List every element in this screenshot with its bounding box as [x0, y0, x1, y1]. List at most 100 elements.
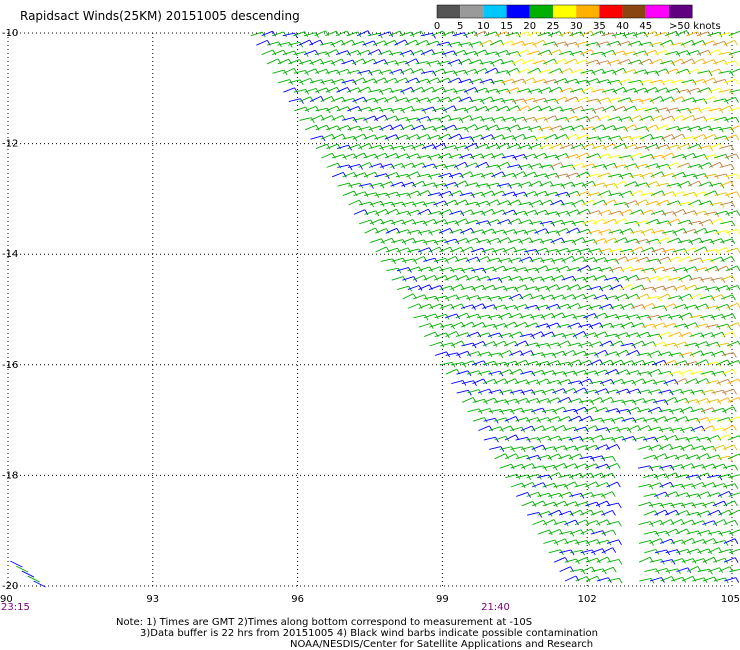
wind-barb-feather — [434, 313, 439, 320]
wind-barb — [542, 464, 555, 469]
wind-barb — [535, 285, 547, 291]
wind-barb — [691, 464, 703, 469]
wind-barb — [330, 78, 343, 84]
wind-barb-feather — [646, 220, 651, 227]
wind-barb — [728, 474, 740, 479]
wind-barb — [502, 246, 515, 253]
wind-barb — [637, 465, 650, 469]
wind-barb — [596, 115, 609, 121]
wind-barb-feather — [353, 153, 358, 159]
wind-barb — [447, 77, 460, 84]
wind-barb — [524, 304, 537, 309]
wind-barb — [422, 218, 435, 225]
wind-barb — [729, 68, 740, 74]
wind-barb-feather — [637, 388, 642, 395]
wind-barb — [650, 135, 663, 140]
wind-barb — [522, 135, 535, 140]
wind-barb — [676, 108, 689, 112]
wind-barb-feather — [406, 97, 410, 103]
wind-barb-feather — [423, 275, 428, 281]
wind-barb — [699, 295, 712, 300]
wind-barb — [674, 397, 686, 403]
wind-barb — [662, 285, 675, 291]
wind-barb-feather — [482, 341, 487, 347]
wind-barb — [510, 446, 523, 450]
wind-barb-feather — [347, 125, 352, 131]
wind-barb — [648, 444, 660, 450]
wind-barb — [698, 181, 710, 187]
wind-barb — [580, 49, 592, 55]
wind-barb-feather — [531, 408, 536, 415]
wind-barb-feather — [683, 191, 687, 197]
wind-barb — [607, 135, 620, 140]
wind-barb — [407, 248, 420, 253]
wind-barb — [675, 492, 688, 497]
wind-barb-feather — [711, 332, 716, 338]
wind-barb-feather — [629, 190, 634, 197]
wind-barb-feather — [519, 293, 524, 300]
wind-barb — [543, 539, 556, 544]
wind-barb — [511, 78, 524, 84]
wind-barb — [266, 41, 279, 46]
wind-barb-feather — [374, 115, 378, 122]
wind-barb-feather — [720, 256, 725, 263]
wind-barb-feather — [608, 172, 613, 179]
wind-barb — [400, 144, 413, 150]
wind-barb-feather — [581, 568, 586, 575]
wind-barb-feather — [581, 163, 586, 169]
wind-barb — [261, 49, 274, 55]
wind-barb-feather — [616, 444, 621, 450]
wind-barb — [574, 463, 586, 469]
wind-barb-feather — [640, 135, 645, 142]
wind-barb — [493, 340, 505, 347]
wind-barb — [507, 182, 520, 187]
wind-barb — [490, 79, 503, 84]
wind-barb — [625, 314, 638, 319]
wind-barb-feather — [586, 79, 591, 86]
wind-barb-feather — [708, 125, 713, 132]
wind-barb — [590, 455, 602, 460]
legend-swatch — [622, 5, 646, 18]
wind-barb — [21, 570, 35, 578]
wind-barb — [548, 549, 561, 554]
wind-barb — [442, 50, 454, 55]
wind-barb-feather — [697, 87, 702, 94]
wind-barb-feather — [611, 437, 616, 443]
wind-barb-feather — [411, 124, 416, 131]
wind-barb — [548, 31, 560, 37]
wind-barb-feather — [433, 219, 438, 225]
wind-barb — [342, 117, 354, 121]
wind-barb — [465, 275, 478, 281]
wind-barb — [604, 351, 617, 356]
wind-barb — [501, 116, 514, 121]
wind-barb — [504, 434, 517, 441]
wind-barb-feather — [724, 540, 729, 546]
wind-barb — [524, 249, 536, 253]
wind-barb — [577, 323, 590, 328]
wind-barb — [613, 218, 626, 225]
wind-barb — [562, 388, 575, 394]
wind-barb-feather — [373, 40, 378, 47]
wind-barb-feather — [363, 96, 368, 103]
wind-barb-feather — [654, 50, 659, 56]
wind-barb — [367, 32, 380, 37]
wind-barb — [655, 163, 668, 168]
wind-barb — [706, 380, 718, 385]
legend-swatch — [553, 5, 577, 18]
wind-barb — [330, 58, 342, 65]
wind-barb — [624, 238, 637, 244]
wind-barb — [480, 134, 492, 140]
wind-barb-feather — [462, 362, 467, 368]
wind-barb-feather — [585, 463, 589, 469]
wind-barb — [395, 134, 407, 140]
wind-barb — [456, 370, 469, 375]
wind-barb-feather — [477, 351, 482, 357]
wind-barb-feather — [572, 276, 577, 282]
wind-barb-feather — [609, 303, 614, 310]
wind-barb-feather — [401, 107, 405, 114]
wind-barb — [707, 530, 720, 535]
wind-barb — [418, 284, 430, 291]
wind-barb-feather — [509, 369, 514, 375]
wind-barb — [635, 277, 648, 281]
wind-barb-feather — [616, 463, 621, 469]
